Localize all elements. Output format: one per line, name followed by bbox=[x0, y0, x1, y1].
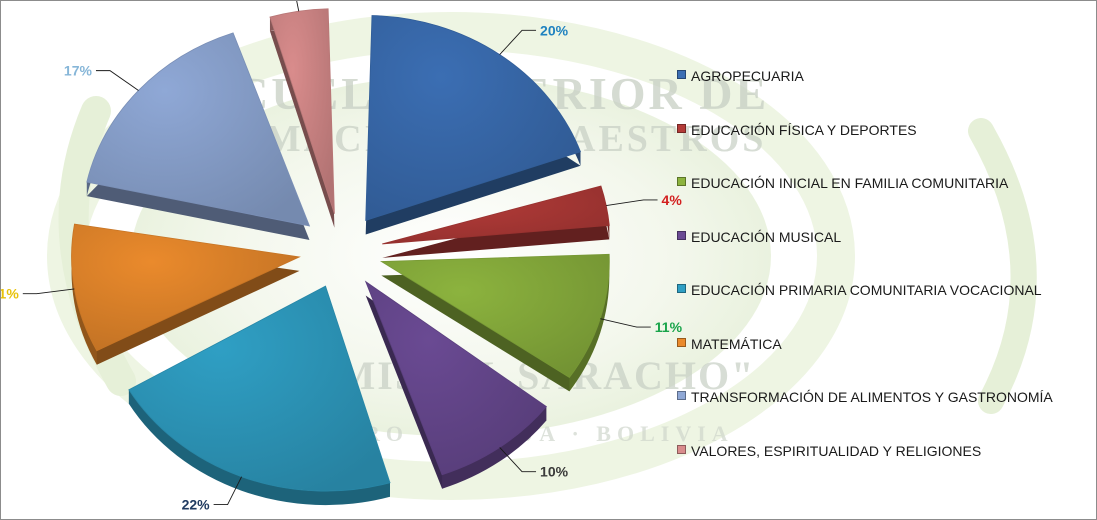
legend-swatch-educacion-inicial-en-familia-comunitaria bbox=[677, 177, 686, 186]
legend-label-matematica: MATEMÁTICA bbox=[691, 335, 782, 352]
leader-line-valores-espiritualidad-y-religiones bbox=[296, 1, 300, 12]
pie-slice-valores-espiritualidad-y-religiones bbox=[269, 8, 335, 228]
legend-label-agropecuaria: AGROPECUARIA bbox=[691, 68, 804, 84]
legend-label-educacion-inicial-en-familia-comunitaria: EDUCACIÓN INICIAL EN FAMILIA COMUNITARIA bbox=[691, 175, 1009, 191]
pie-slice-educacion-fisica-y-deportes bbox=[382, 185, 610, 258]
pie-slice-agropecuaria bbox=[365, 15, 582, 235]
legend-swatch-educacion-musical bbox=[677, 230, 686, 240]
legend-item-transformacion-de-alimentos-y-gastronomia: TRANSFORMACIÓN DE ALIMENTOS Y GASTRONOMÍ… bbox=[677, 382, 1092, 436]
pie-slice-top-matematica bbox=[71, 223, 301, 352]
leader-line-transformacion-de-alimentos-y-gastronomia bbox=[95, 70, 139, 91]
legend-label-educacion-fisica-y-deportes: EDUCACIÓN FÍSICA Y DEPORTES bbox=[691, 121, 917, 138]
legend-item-educacion-musical: EDUCACIÓN MUSICAL bbox=[677, 222, 1092, 276]
data-label-transformacion-de-alimentos-y-gastronomia: 17% bbox=[64, 63, 93, 79]
pie-slice-top-valores-espiritualidad-y-religiones bbox=[269, 8, 335, 214]
leader-line-educacion-inicial-en-familia-comunitaria bbox=[600, 318, 651, 328]
legend-swatch-educacion-fisica-y-deportes bbox=[677, 123, 686, 133]
pie-slice-top-transformacion-de-alimentos-y-gastronomia bbox=[86, 32, 311, 227]
pie-slice-top-educacion-fisica-y-deportes bbox=[382, 185, 610, 245]
pie-slice-top-educacion-primaria-comunitaria-vocacional bbox=[128, 285, 391, 492]
legend-item-agropecuaria: AGROPECUARIA bbox=[677, 61, 1092, 115]
pie-slice-side-educacion-primaria-comunitaria-vocacional bbox=[128, 389, 391, 506]
legend-label-valores-espiritualidad-y-religiones: VALORES, ESPIRITUALIDAD Y RELIGIONES bbox=[691, 442, 982, 459]
watermark-leaf-right bbox=[968, 118, 1037, 414]
chart-legend: AGROPECUARIA EDUCACIÓN FÍSICA Y DEPORTES E… bbox=[677, 61, 1092, 489]
pie-slice-side-educacion-musical bbox=[442, 406, 547, 489]
leader-line-educacion-fisica-y-deportes bbox=[606, 199, 658, 206]
leader-line-agropecuaria bbox=[499, 29, 537, 55]
pie-slice-educacion-primaria-comunitaria-vocacional bbox=[128, 285, 391, 506]
legend-label-transformacion-de-alimentos-y-gastronomia: TRANSFORMACIÓN DE ALIMENTOS Y GASTRONOMÍ… bbox=[691, 389, 1053, 405]
legend-swatch-valores-espiritualidad-y-religiones bbox=[677, 444, 686, 454]
pie-slice-matematica bbox=[71, 223, 301, 365]
legend-item-matematica: MATEMÁTICA bbox=[677, 329, 1092, 383]
data-label-educacion-inicial-en-familia-comunitaria: 11% bbox=[655, 319, 683, 335]
legend-item-valores-espiritualidad-y-religiones: VALORES, ESPIRITUALIDAD Y RELIGIONES bbox=[677, 436, 1092, 490]
data-label-agropecuaria: 20% bbox=[540, 22, 569, 38]
pie-slice-educacion-musical bbox=[364, 280, 547, 489]
legend-item-educacion-fisica-y-deportes: EDUCACIÓN FÍSICA Y DEPORTES bbox=[677, 115, 1092, 169]
pie-slice-transformacion-de-alimentos-y-gastronomia bbox=[86, 32, 311, 241]
pie-slice-top-educacion-musical bbox=[364, 280, 547, 476]
data-label-educacion-musical: 10% bbox=[540, 464, 569, 480]
leader-line-matematica bbox=[22, 288, 75, 295]
legend-swatch-matematica bbox=[677, 337, 686, 347]
pie-slice-top-educacion-inicial-en-familia-comunitaria bbox=[379, 253, 610, 378]
data-label-educacion-fisica-y-deportes: 4% bbox=[662, 192, 683, 208]
legend-item-educacion-inicial-en-familia-comunitaria: EDUCACIÓN INICIAL EN FAMILIA COMUNITARIA bbox=[677, 168, 1092, 222]
legend-label-educacion-primaria-comunitaria-vocacional: EDUCACIÓN PRIMARIA COMUNITARIA VOCACIONA… bbox=[691, 282, 1042, 298]
legend-swatch-educacion-primaria-comunitaria-vocacional bbox=[677, 284, 686, 293]
legend-swatch-agropecuaria bbox=[677, 70, 686, 79]
pie-slice-side-educacion-inicial-en-familia-comunitaria bbox=[569, 254, 610, 392]
pie-slice-educacion-inicial-en-familia-comunitaria bbox=[379, 253, 610, 392]
legend-label-educacion-musical: EDUCACIÓN MUSICAL bbox=[691, 228, 842, 245]
leader-line-educacion-musical bbox=[499, 447, 537, 473]
data-label-educacion-primaria-comunitaria-vocacional: 22% bbox=[182, 497, 211, 513]
legend-swatch-transformacion-de-alimentos-y-gastronomia bbox=[677, 391, 686, 400]
leader-line-educacion-primaria-comunitaria-vocacional bbox=[213, 476, 243, 506]
data-label-matematica: 11% bbox=[1, 286, 19, 302]
legend-item-educacion-primaria-comunitaria-vocacional: EDUCACIÓN PRIMARIA COMUNITARIA VOCACIONA… bbox=[677, 275, 1092, 329]
